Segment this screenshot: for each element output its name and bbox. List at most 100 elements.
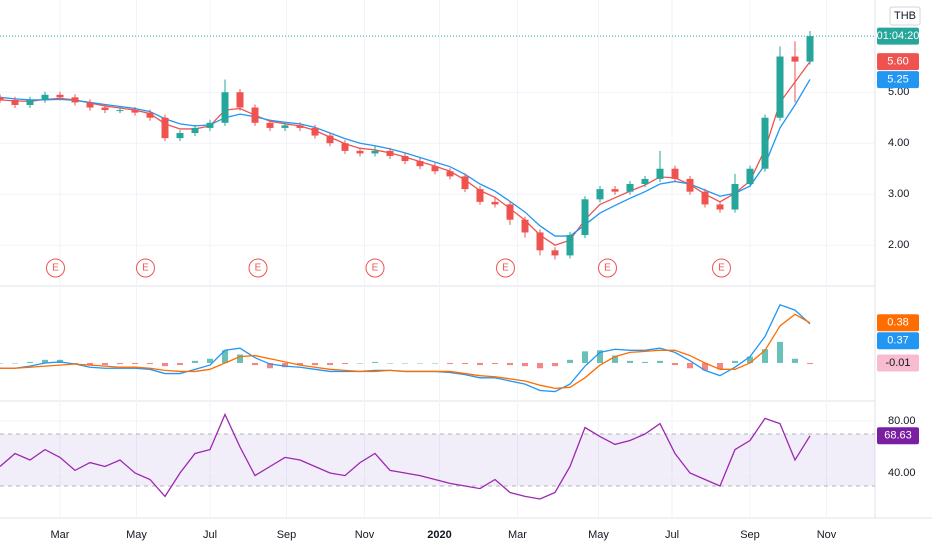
candle-body <box>326 135 334 144</box>
candle-body <box>641 178 649 185</box>
histogram-bar <box>402 362 408 364</box>
histogram-bar <box>642 361 648 363</box>
candle-body <box>761 117 769 169</box>
earnings-marker <box>496 258 515 278</box>
candle-body <box>251 107 259 123</box>
histogram-bar <box>177 362 183 366</box>
histogram-bar <box>717 362 723 370</box>
candle-body <box>671 168 679 179</box>
histogram-bar <box>357 362 363 364</box>
candle-body <box>581 199 589 236</box>
x-tick-label: Nov <box>817 529 837 541</box>
candle-body <box>656 168 664 179</box>
candle-body <box>401 155 409 162</box>
histogram-bar <box>327 362 333 366</box>
x-tick-label: Jul <box>665 529 679 541</box>
histogram-bar <box>462 362 468 365</box>
candle-body <box>446 171 454 177</box>
histogram-bar <box>567 359 573 363</box>
candle-body <box>341 143 349 151</box>
last-value-label: 5.60 <box>887 56 908 68</box>
candle-body <box>266 122 274 128</box>
line <box>0 412 811 500</box>
x-tick-label: 2020 <box>427 529 451 541</box>
candle-body <box>701 191 709 205</box>
earnings-label: E <box>718 263 725 274</box>
histogram-bar <box>342 362 348 365</box>
candle-body <box>731 184 739 210</box>
histogram-bar <box>372 361 378 363</box>
histogram-bar <box>777 341 783 363</box>
last-value-label-box <box>877 314 919 332</box>
histogram-bar <box>12 362 18 364</box>
candle-body <box>371 150 379 154</box>
x-tick-label: Sep <box>740 529 760 541</box>
histogram-bar <box>147 362 153 365</box>
last-value-label-box <box>877 71 919 89</box>
candle-body <box>131 110 139 113</box>
histogram-bar <box>417 362 423 364</box>
x-tick-label: Jul <box>203 529 217 541</box>
earnings-label: E <box>372 263 379 274</box>
candle-body <box>296 125 304 128</box>
histogram-bar <box>102 362 108 366</box>
candle-body <box>11 99 19 105</box>
candle-body <box>506 204 514 220</box>
earnings-label: E <box>255 263 262 274</box>
candle-body <box>716 204 724 210</box>
x-tick-label: May <box>588 529 609 541</box>
histogram-value-label-box <box>877 354 919 372</box>
earnings-marker <box>46 258 65 278</box>
earnings-marker <box>712 258 731 278</box>
histogram-bar <box>222 350 228 363</box>
candle-body <box>356 150 364 154</box>
candle-body <box>221 92 229 123</box>
candle-body <box>71 97 79 103</box>
last-value-label-box <box>877 427 919 445</box>
last-value-label: 0.37 <box>887 335 908 347</box>
last-value-label-box <box>877 53 919 71</box>
histogram-bar <box>72 362 78 364</box>
currency-box[interactable] <box>889 6 921 26</box>
candle-body <box>521 219 529 233</box>
earnings-label: E <box>52 263 59 274</box>
candle-body <box>611 189 619 192</box>
line <box>0 313 811 390</box>
candle-body <box>146 112 154 118</box>
last-value-label: 5.25 <box>887 74 908 86</box>
y-tick-label: 5.00 <box>888 86 909 98</box>
last-value-label: 0.38 <box>887 317 908 329</box>
histogram-bar <box>87 362 93 366</box>
histogram-bar <box>237 354 243 363</box>
histogram-bar <box>27 361 33 363</box>
candle-body <box>461 176 469 190</box>
x-tick-label: May <box>126 529 147 541</box>
histogram-bar <box>627 360 633 363</box>
histogram-bar <box>282 362 288 368</box>
candle-body <box>746 168 754 185</box>
histogram-bar <box>192 360 198 363</box>
candle-body <box>161 117 169 139</box>
histogram-bar <box>387 362 393 364</box>
last-value-label-box <box>877 332 919 350</box>
earnings-label: E <box>502 263 509 274</box>
histogram-bar <box>252 362 258 366</box>
candle-body <box>26 99 34 105</box>
histogram-bar <box>312 362 318 366</box>
histogram-bar <box>447 362 453 365</box>
histogram-bar <box>492 362 498 365</box>
candle-body <box>86 102 94 108</box>
candle-body <box>476 189 484 202</box>
histogram-bar <box>672 362 678 366</box>
y-tick-label: 40.00 <box>888 467 916 479</box>
candle-body <box>686 178 694 192</box>
histogram-bar <box>582 351 588 363</box>
candle-body <box>206 122 214 128</box>
candle-body <box>416 161 424 167</box>
histogram-bar <box>657 360 663 363</box>
candle-body <box>431 166 439 172</box>
histogram-bar <box>42 359 48 363</box>
histogram-bar <box>132 362 138 365</box>
earnings-label: E <box>142 263 149 274</box>
candle-body <box>806 36 814 62</box>
